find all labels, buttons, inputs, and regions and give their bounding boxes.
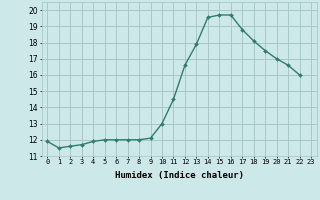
X-axis label: Humidex (Indice chaleur): Humidex (Indice chaleur) [115, 171, 244, 180]
